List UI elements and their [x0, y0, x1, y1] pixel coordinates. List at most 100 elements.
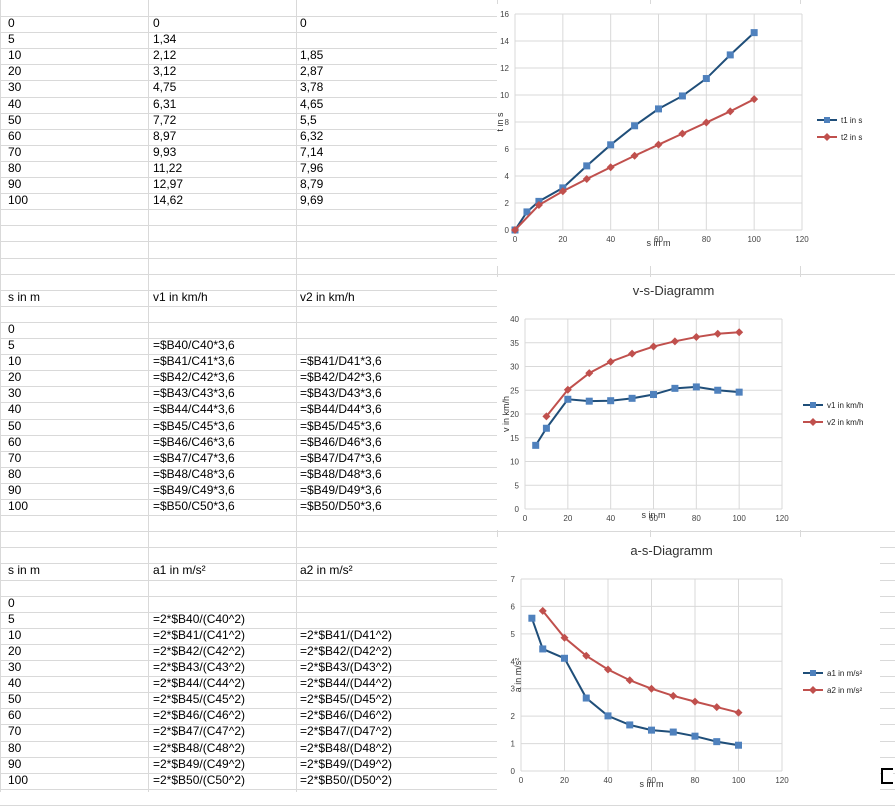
cell-t2-r3-c2[interactable]: =$B42/D42*3,6	[300, 370, 382, 384]
cell-t1-r9-c0[interactable]: 80	[8, 161, 22, 175]
cell-t2-r5-c2[interactable]: =$B44/D44*3,6	[300, 402, 382, 416]
cell-t1-r6-c0[interactable]: 50	[8, 113, 22, 127]
cell-t3-r4-c2[interactable]: =2*$B43/(D43^2)	[300, 660, 393, 674]
cell-t3-r3-c1[interactable]: =2*$B42/(C42^2)	[153, 644, 246, 658]
header-cell-t3-c0[interactable]: s in m	[8, 563, 41, 577]
cell-t2-r11-c1[interactable]: =$B50/C50*3,6	[153, 499, 235, 513]
header-cell-t3-c2[interactable]: a2 in m/s²	[300, 563, 353, 577]
cell-t3-r11-c2[interactable]: =2*$B50/(D50^2)	[300, 773, 393, 787]
cell-t2-r7-c1[interactable]: =$B46/C46*3,6	[153, 435, 235, 449]
cell-t1-r7-c2[interactable]: 6,32	[300, 129, 324, 143]
cell-t1-r10-c2[interactable]: 8,79	[300, 177, 324, 191]
cell-t1-r3-c2[interactable]: 2,87	[300, 64, 324, 78]
header-cell-t3-c1[interactable]: a1 in m/s²	[153, 563, 206, 577]
cell-t2-r10-c0[interactable]: 90	[8, 483, 22, 497]
cell-t3-r7-c0[interactable]: 60	[8, 708, 22, 722]
cell-t2-r9-c2[interactable]: =$B48/D48*3,6	[300, 467, 382, 481]
cell-t3-r9-c2[interactable]: =2*$B48/(D48^2)	[300, 741, 393, 755]
cell-t2-r10-c1[interactable]: =$B49/C49*3,6	[153, 483, 235, 497]
cell-t3-r3-c2[interactable]: =2*$B42/(D42^2)	[300, 644, 393, 658]
header-cell-t2-c2[interactable]: v2 in km/h	[300, 290, 355, 304]
cell-t3-r4-c1[interactable]: =2*$B43/(C43^2)	[153, 660, 246, 674]
cell-t2-r4-c0[interactable]: 30	[8, 386, 22, 400]
cell-t3-r8-c2[interactable]: =2*$B47/(D47^2)	[300, 724, 393, 738]
cell-t1-r1-c0[interactable]: 5	[8, 32, 15, 46]
cell-t1-r3-c1[interactable]: 3,12	[153, 64, 177, 78]
cell-t2-r6-c0[interactable]: 50	[8, 419, 22, 433]
cell-t1-r10-c1[interactable]: 12,97	[153, 177, 184, 191]
cell-t2-r11-c0[interactable]: 100	[8, 499, 29, 513]
cell-t2-r7-c0[interactable]: 60	[8, 435, 22, 449]
cell-t1-r4-c1[interactable]: 4,75	[153, 80, 177, 94]
cell-t2-r5-c1[interactable]: =$B44/C44*3,6	[153, 402, 235, 416]
cell-t2-r5-c0[interactable]: 40	[8, 402, 22, 416]
cell-t3-r6-c0[interactable]: 50	[8, 692, 22, 706]
cell-t1-r5-c0[interactable]: 40	[8, 97, 22, 111]
cell-t1-r6-c2[interactable]: 5,5	[300, 113, 317, 127]
cell-t1-r11-c1[interactable]: 14,62	[153, 193, 184, 207]
cell-t3-r7-c1[interactable]: =2*$B46/(C46^2)	[153, 708, 246, 722]
cell-t1-r2-c2[interactable]: 1,85	[300, 48, 324, 62]
cell-t3-r7-c2[interactable]: =2*$B46/(D46^2)	[300, 708, 393, 722]
cell-t2-r9-c0[interactable]: 80	[8, 467, 22, 481]
cell-t3-r11-c1[interactable]: =2*$B50/(C50^2)	[153, 773, 246, 787]
cell-t2-r3-c1[interactable]: =$B42/C42*3,6	[153, 370, 235, 384]
cell-t3-r9-c1[interactable]: =2*$B48/(C48^2)	[153, 741, 246, 755]
cell-t3-r5-c0[interactable]: 40	[8, 676, 22, 690]
cell-t1-r0-c0[interactable]: 0	[8, 16, 15, 30]
cell-t3-r10-c0[interactable]: 90	[8, 757, 22, 771]
cell-t3-r11-c0[interactable]: 100	[8, 773, 29, 787]
cell-t3-r9-c0[interactable]: 80	[8, 741, 22, 755]
cell-t1-r11-c0[interactable]: 100	[8, 193, 29, 207]
cell-t3-r6-c2[interactable]: =2*$B45/(D45^2)	[300, 692, 393, 706]
cell-t2-r8-c0[interactable]: 70	[8, 451, 22, 465]
cell-t1-r3-c0[interactable]: 20	[8, 64, 22, 78]
cell-t3-r8-c0[interactable]: 70	[8, 724, 22, 738]
cell-t1-r5-c2[interactable]: 4,65	[300, 97, 324, 111]
cell-t2-r2-c0[interactable]: 10	[8, 354, 22, 368]
selection-handle[interactable]	[881, 768, 893, 784]
cell-t2-r6-c1[interactable]: =$B45/C45*3,6	[153, 419, 235, 433]
cell-t2-r9-c1[interactable]: =$B48/C48*3,6	[153, 467, 235, 481]
cell-t2-r1-c0[interactable]: 5	[8, 338, 15, 352]
cell-t2-r6-c2[interactable]: =$B45/D45*3,6	[300, 419, 382, 433]
cell-t1-r7-c0[interactable]: 60	[8, 129, 22, 143]
cell-t3-r5-c2[interactable]: =2*$B44/(D44^2)	[300, 676, 393, 690]
cell-t2-r10-c2[interactable]: =$B49/D49*3,6	[300, 483, 382, 497]
v-s-chart[interactable]: v-s-Diagramm 0 20 40 60 80 100 120 0 5 10 15 20 25 30 3…	[497, 277, 895, 530]
cell-t2-r2-c1[interactable]: =$B41/C41*3,6	[153, 354, 235, 368]
cell-t2-r4-c2[interactable]: =$B43/D43*3,6	[300, 386, 382, 400]
cell-t2-r3-c0[interactable]: 20	[8, 370, 22, 384]
cell-t1-r6-c1[interactable]: 7,72	[153, 113, 177, 127]
cell-t2-r7-c2[interactable]: =$B46/D46*3,6	[300, 435, 382, 449]
a-s-chart[interactable]: a-s-Diagramm 0 20 40 60 80 100 120 0 1 2 3 4 5 6 7 s in …	[497, 537, 880, 792]
cell-t1-r9-c1[interactable]: 11,22	[153, 161, 183, 175]
header-cell-t2-c1[interactable]: v1 in km/h	[153, 290, 208, 304]
cell-t1-r8-c0[interactable]: 70	[8, 145, 22, 159]
cell-t1-r4-c0[interactable]: 30	[8, 80, 22, 94]
cell-t1-r2-c1[interactable]: 2,12	[153, 48, 177, 62]
cell-t3-r1-c1[interactable]: =2*$B40/(C40^2)	[153, 612, 246, 626]
cell-t1-r11-c2[interactable]: 9,69	[300, 193, 324, 207]
cell-t2-r8-c1[interactable]: =$B47/C47*3,6	[153, 451, 235, 465]
cell-t1-r8-c1[interactable]: 9,93	[153, 145, 177, 159]
cell-t3-r0-c0[interactable]: 0	[8, 596, 15, 610]
cell-t2-r4-c1[interactable]: =$B43/C43*3,6	[153, 386, 235, 400]
cell-t1-r9-c2[interactable]: 7,96	[300, 161, 324, 175]
cell-t1-r0-c1[interactable]: 0	[153, 16, 160, 30]
cell-t2-r1-c1[interactable]: =$B40/C40*3,6	[153, 338, 235, 352]
header-cell-t2-c0[interactable]: s in m	[8, 290, 41, 304]
cell-t3-r6-c1[interactable]: =2*$B45/(C45^2)	[153, 692, 246, 706]
cell-t3-r5-c1[interactable]: =2*$B44/(C44^2)	[153, 676, 246, 690]
cell-t1-r2-c0[interactable]: 10	[8, 48, 22, 62]
cell-t1-r10-c0[interactable]: 90	[8, 177, 22, 191]
cell-t1-r8-c2[interactable]: 7,14	[300, 145, 324, 159]
cell-t1-r0-c2[interactable]: 0	[300, 16, 307, 30]
cell-t3-r10-c1[interactable]: =2*$B49/(C49^2)	[153, 757, 246, 771]
cell-t2-r8-c2[interactable]: =$B47/D47*3,6	[300, 451, 382, 465]
t-s-chart[interactable]: 0 20 40 60 80 100 120 0 2 4 6 8 10 12 14 16 s in m t in s…	[497, 4, 895, 266]
cell-t3-r2-c1[interactable]: =2*$B41/(C41^2)	[153, 628, 246, 642]
cell-t3-r2-c2[interactable]: =2*$B41/(D41^2)	[300, 628, 393, 642]
cell-t3-r10-c2[interactable]: =2*$B49/(D49^2)	[300, 757, 393, 771]
cell-t3-r8-c1[interactable]: =2*$B47/(C47^2)	[153, 724, 246, 738]
